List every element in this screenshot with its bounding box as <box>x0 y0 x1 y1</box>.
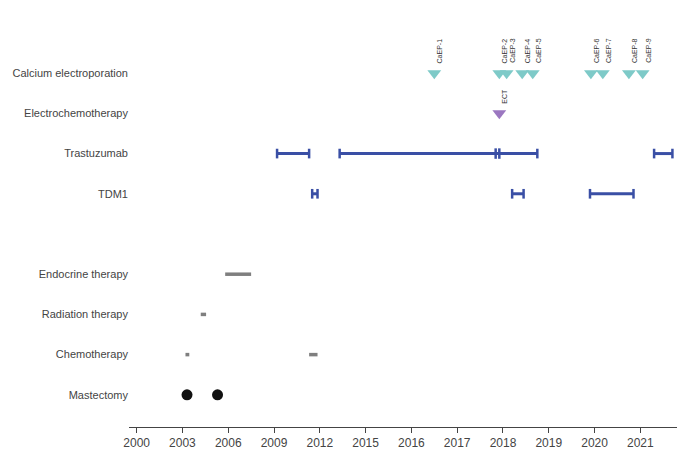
svg-text:CaEP-1: CaEP-1 <box>436 39 443 64</box>
svg-text:Endocrine therapy: Endocrine therapy <box>39 268 129 280</box>
svg-text:CaEP-6: CaEP-6 <box>593 38 600 63</box>
svg-text:Calcium electroporation: Calcium electroporation <box>12 67 128 79</box>
svg-text:2020: 2020 <box>581 436 608 450</box>
svg-text:2016: 2016 <box>398 436 425 450</box>
svg-text:2012: 2012 <box>306 436 333 450</box>
svg-text:2015: 2015 <box>352 436 379 450</box>
svg-text:CaEP-2: CaEP-2 <box>501 39 508 64</box>
svg-text:Electrochemotherapy: Electrochemotherapy <box>24 107 128 119</box>
svg-text:Chemotherapy: Chemotherapy <box>56 348 129 360</box>
svg-text:2003: 2003 <box>169 436 196 450</box>
svg-text:2021: 2021 <box>627 436 654 450</box>
svg-text:CaEP-9: CaEP-9 <box>645 38 652 63</box>
svg-text:2018: 2018 <box>490 436 517 450</box>
svg-text:2006: 2006 <box>215 436 242 450</box>
svg-text:CaEP-3: CaEP-3 <box>509 38 516 63</box>
svg-text:CaEP-5: CaEP-5 <box>535 38 542 63</box>
svg-text:TDM1: TDM1 <box>98 188 128 200</box>
svg-text:ECT: ECT <box>501 89 508 104</box>
svg-text:2019: 2019 <box>535 436 562 450</box>
svg-text:CaEP-8: CaEP-8 <box>631 38 638 63</box>
svg-text:Trastuzumab: Trastuzumab <box>64 147 128 159</box>
svg-text:CaEP-7: CaEP-7 <box>605 38 612 63</box>
svg-text:2000: 2000 <box>123 436 150 450</box>
svg-text:2009: 2009 <box>261 436 288 450</box>
svg-text:Radiation therapy: Radiation therapy <box>42 308 129 320</box>
svg-text:CaEP-4: CaEP-4 <box>524 39 531 64</box>
svg-text:2017: 2017 <box>444 436 471 450</box>
svg-text:Mastectomy: Mastectomy <box>69 389 129 401</box>
